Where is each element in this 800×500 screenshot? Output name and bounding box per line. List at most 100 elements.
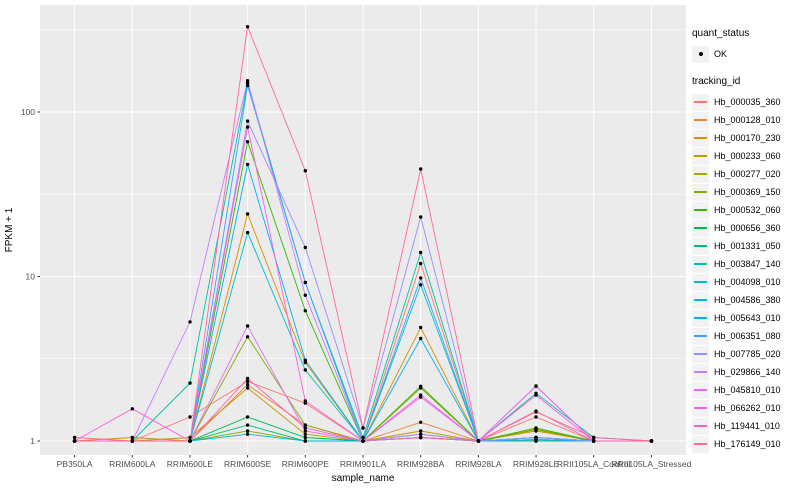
- data-point: [303, 309, 307, 313]
- series-color-swatch: [694, 353, 707, 355]
- data-point: [245, 230, 250, 235]
- legend-item-Hb_176149_010: Hb_176149_010: [692, 435, 800, 453]
- line-key-icon: [692, 93, 709, 111]
- data-point: [419, 435, 423, 440]
- legend-item-label: Hb_004586_380: [714, 295, 781, 305]
- series-color-swatch: [694, 299, 707, 301]
- data-point: [245, 376, 250, 381]
- data-point: [188, 439, 192, 443]
- series-color-swatch: [694, 137, 707, 139]
- legend-item-label: Hb_007785_020: [714, 349, 781, 359]
- legend-item-Hb_007785_020: Hb_007785_020: [692, 345, 800, 363]
- x-tick-label: RRII105LA_Control: [557, 459, 631, 469]
- data-point: [649, 439, 654, 443]
- legend: quant_status OK tracking_id Hb_000035_36…: [692, 28, 800, 466]
- series-color-swatch: [694, 263, 707, 265]
- legend-item-label: Hb_029866_140: [714, 367, 781, 377]
- line-key-icon: [692, 237, 709, 255]
- data-point: [361, 439, 365, 443]
- axis-ticks: [37, 111, 652, 458]
- legend-item-label: Hb_005643_010: [714, 313, 781, 323]
- legend-item-Hb_004586_380: Hb_004586_380: [692, 291, 800, 309]
- legend-item-label: Hb_001331_050: [714, 241, 781, 251]
- data-point: [303, 439, 307, 443]
- data-point: [419, 283, 423, 287]
- data-point: [419, 250, 423, 255]
- legend-item-label: Hb_000035_360: [714, 97, 781, 107]
- data-point: [245, 25, 250, 29]
- data-point: [534, 415, 538, 419]
- legend-title-tracking-id: tracking_id: [692, 76, 741, 87]
- legend-item-Hb_000128_010: Hb_000128_010: [692, 111, 800, 129]
- series-color-swatch: [694, 245, 707, 247]
- data-point: [419, 167, 423, 171]
- x-tick-label: RRIM600LA: [109, 459, 156, 469]
- data-point: [245, 386, 250, 390]
- series-color-swatch: [694, 425, 707, 427]
- data-point: [476, 439, 481, 443]
- legend-item-Hb_000233_060: Hb_000233_060: [692, 147, 800, 165]
- legend-item-Hb_004098_010: Hb_004098_010: [692, 273, 800, 291]
- series-color-swatch: [694, 191, 707, 193]
- legend-item-label: Hb_003847_140: [714, 259, 781, 269]
- legend-item-Hb_119441_010: Hb_119441_010: [692, 417, 800, 435]
- line-key-icon: [692, 381, 709, 399]
- data-point: [419, 420, 423, 424]
- data-point: [245, 383, 250, 387]
- data-point: [130, 407, 134, 411]
- legend-item-Hb_000532_060: Hb_000532_060: [692, 201, 800, 219]
- data-point: [72, 435, 77, 440]
- legend-item-label: Hb_000170_230: [714, 133, 781, 143]
- line-key-icon: [692, 183, 709, 201]
- legend-item-label: Hb_000128_010: [714, 115, 781, 125]
- data-point: [245, 415, 250, 419]
- y-tick-label: 1: [30, 436, 35, 446]
- point-key-icon: [692, 45, 709, 63]
- line-key-icon: [692, 291, 709, 309]
- data-point: [303, 435, 307, 440]
- series-color-swatch: [694, 443, 707, 445]
- series-color-swatch: [694, 371, 707, 373]
- data-point: [361, 435, 365, 440]
- line-key-icon: [692, 201, 709, 219]
- legend-quant-status: quant_status OK: [692, 28, 800, 63]
- legend-item-Hb_066262_010: Hb_066262_010: [692, 399, 800, 417]
- series-color-swatch: [694, 281, 707, 283]
- data-point: [303, 423, 307, 427]
- series-color-swatch: [694, 407, 707, 409]
- x-tick-label: RRII105LA_Stressed: [611, 459, 691, 469]
- legend-item-label: Hb_000656_360: [714, 223, 781, 233]
- data-point: [419, 276, 423, 280]
- data-point: [534, 410, 538, 414]
- legend-item-label: Hb_176149_010: [714, 439, 781, 449]
- data-point: [419, 429, 423, 433]
- data-point: [130, 439, 134, 443]
- data-point: [188, 415, 192, 419]
- legend-item-Hb_003847_140: Hb_003847_140: [692, 255, 800, 273]
- x-axis-title: sample_name: [332, 473, 395, 484]
- legend-item-label: Hb_119441_010: [714, 421, 780, 431]
- data-point: [361, 426, 365, 430]
- legend-item-label: Hb_045810_010: [714, 385, 781, 395]
- y-tick-label: 10: [26, 272, 36, 282]
- series-color-swatch: [694, 335, 707, 337]
- data-point: [303, 399, 307, 403]
- legend-item-label: Hb_006351_080: [714, 331, 781, 341]
- series-color-swatch: [694, 119, 707, 121]
- x-tick-label: RRIM928BA: [397, 459, 445, 469]
- legend-item-label: Hb_004098_010: [714, 277, 781, 287]
- legend-item-Hb_001331_050: Hb_001331_050: [692, 237, 800, 255]
- x-tick-label: RRIM928LA: [455, 459, 502, 469]
- data-point: [534, 426, 538, 430]
- line-key-icon: [692, 435, 709, 453]
- black-dot-icon: [698, 52, 703, 56]
- data-point: [303, 432, 307, 436]
- data-point: [245, 429, 250, 433]
- data-point: [245, 212, 250, 216]
- line-key-icon: [692, 255, 709, 273]
- data-point: [303, 426, 307, 430]
- legend-item-Hb_029866_140: Hb_029866_140: [692, 363, 800, 381]
- legend-item-Hb_000170_230: Hb_000170_230: [692, 129, 800, 147]
- data-point: [303, 368, 307, 372]
